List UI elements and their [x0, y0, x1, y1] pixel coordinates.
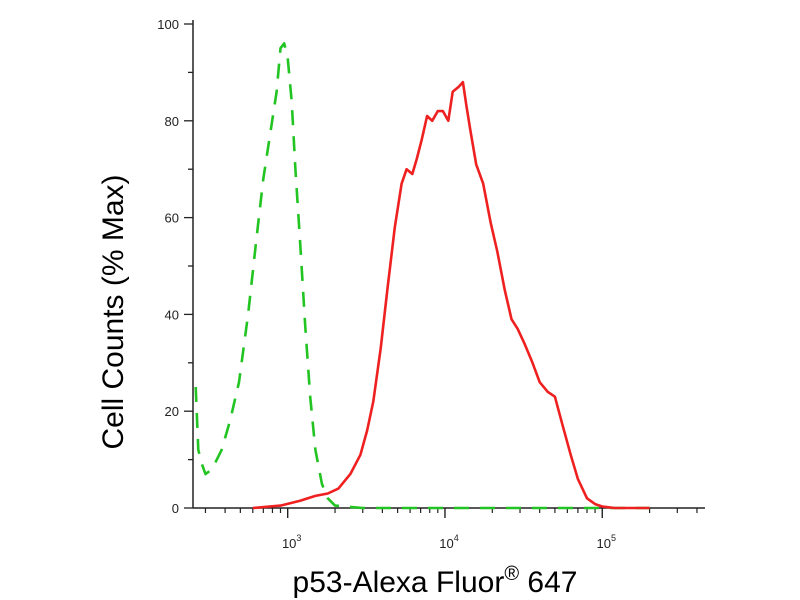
- x-tick-label: 103: [282, 533, 301, 551]
- y-tick-label: 0: [172, 501, 179, 516]
- x-axis-title-suffix: 647: [519, 566, 577, 599]
- x-axis-title: p53-Alexa Fluor® 647: [293, 563, 578, 599]
- series-layer: [194, 42, 650, 510]
- x-tick-label: 104: [439, 533, 458, 551]
- y-tick-label: 100: [157, 17, 179, 32]
- y-axis-title: Cell Counts (% Max): [97, 174, 130, 449]
- control-series-line: [194, 42, 650, 510]
- x-axis: 103 104 105: [193, 507, 705, 551]
- y-tick-label: 20: [165, 404, 179, 419]
- x-axis-title-superscript: ®: [504, 563, 519, 585]
- y-tick-label: 80: [165, 114, 179, 129]
- x-axis-title-main: p53-Alexa Fluor: [293, 566, 505, 599]
- sample-series-line: [252, 80, 650, 510]
- x-tick-label: 105: [597, 533, 616, 551]
- y-tick-label: 60: [165, 211, 179, 226]
- y-axis: 0 20 40 60 80 100: [157, 17, 194, 516]
- y-tick-label: 40: [165, 307, 179, 322]
